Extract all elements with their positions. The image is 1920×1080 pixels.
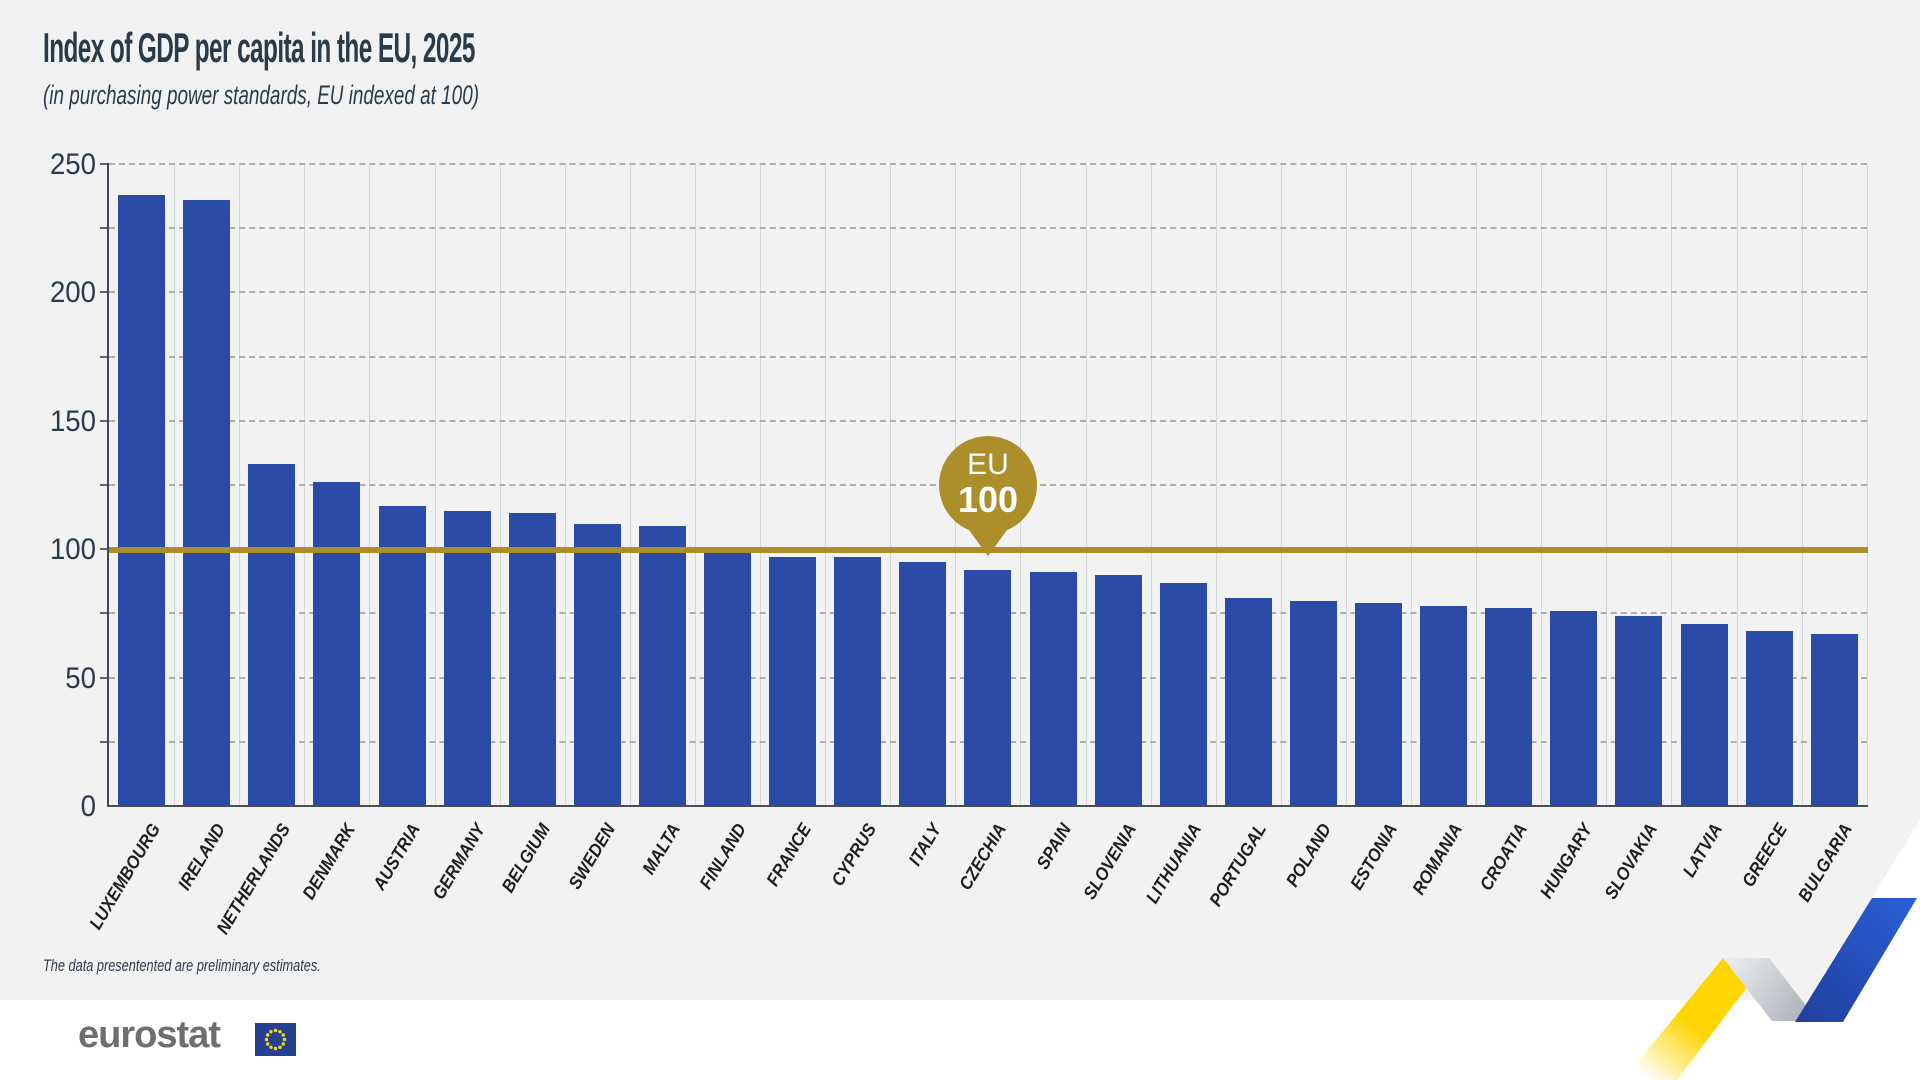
x-axis-baseline — [107, 805, 1868, 807]
ribbon-blue-segment — [1795, 898, 1917, 1022]
bar-poland — [1289, 600, 1337, 806]
horizontal-gridline — [109, 227, 1867, 230]
horizontal-gridline — [109, 355, 1867, 358]
bar-france — [769, 556, 817, 806]
y-axis-tick — [100, 291, 108, 294]
y-axis-label: 200 — [49, 276, 96, 310]
bar-czechia — [964, 569, 1012, 806]
eu-flag-star — [266, 1042, 270, 1046]
bar-romania — [1420, 605, 1468, 806]
eu-flag-star — [278, 1030, 282, 1034]
y-axis-label: 250 — [49, 147, 96, 181]
y-axis-tick — [100, 162, 108, 165]
eu-flag-star — [281, 1033, 285, 1037]
eu-flag-star — [273, 1046, 278, 1051]
y-axis-tick — [100, 548, 108, 551]
badge-eu-label: EU — [967, 448, 1009, 481]
y-axis-tick — [100, 740, 108, 743]
page-subtitle: (in purchasing power standards, EU index… — [43, 80, 480, 110]
bar-croatia — [1485, 608, 1533, 806]
bar-sweden — [573, 523, 621, 806]
y-axis-tick — [100, 612, 108, 615]
bar-cyprus — [834, 556, 882, 806]
y-axis-tick — [100, 483, 108, 486]
bar-germany — [443, 510, 491, 806]
y-axis-line — [107, 163, 109, 807]
bar-finland — [704, 546, 751, 806]
y-axis-tick — [100, 419, 108, 422]
eu-flag-star — [269, 1045, 273, 1049]
eu-flag-star — [273, 1028, 278, 1033]
eu-flag-star — [282, 1037, 287, 1042]
ribbon-yellow-segment — [1623, 958, 1769, 1080]
eu-flag-star — [281, 1042, 285, 1046]
ribbon-silver-segment — [1723, 958, 1818, 1021]
bar-denmark — [313, 482, 361, 806]
eu-flag-star — [278, 1045, 282, 1049]
bar-belgium — [508, 513, 556, 806]
bar-austria — [378, 505, 426, 806]
bar-italy — [899, 562, 947, 806]
y-axis-label: 0 — [80, 790, 96, 823]
eu-flag-icon — [255, 1023, 296, 1056]
badge-value-label: 100 — [957, 479, 1019, 520]
bar-bulgaria — [1810, 633, 1858, 806]
eurostat-logo-text: eurostat — [78, 1014, 221, 1056]
y-axis-tick — [100, 676, 108, 679]
y-axis-tick — [100, 355, 108, 358]
bar-greece — [1745, 631, 1793, 806]
y-axis-label: 100 — [49, 533, 96, 567]
bar-estonia — [1355, 603, 1402, 806]
vertical-gridline — [1866, 163, 1868, 806]
bar-hungary — [1550, 610, 1598, 806]
y-axis-tick — [100, 227, 108, 230]
badge-circle: EU 100 — [939, 436, 1037, 534]
horizontal-gridline — [109, 291, 1867, 294]
bar-lithuania — [1159, 582, 1207, 806]
y-axis-label: 150 — [49, 404, 96, 438]
bar-portugal — [1224, 598, 1272, 806]
horizontal-gridline — [109, 162, 1867, 165]
bar-spain — [1029, 572, 1077, 806]
bar-latvia — [1680, 623, 1728, 806]
page-title: Index of GDP per capita in the EU, 2025 — [43, 24, 475, 71]
bar-slovenia — [1094, 574, 1142, 806]
eu-flag-star — [266, 1033, 270, 1037]
eu-flag-star — [269, 1030, 273, 1034]
footnote: The data presentented are preliminary es… — [43, 956, 321, 975]
bar-malta — [638, 526, 686, 806]
bar-ireland — [183, 199, 231, 806]
bar-luxembourg — [118, 194, 166, 806]
bar-netherlands — [248, 464, 296, 806]
horizontal-gridline — [109, 419, 1867, 422]
eu-flag-star — [264, 1037, 269, 1042]
bar-slovakia — [1615, 615, 1663, 806]
y-axis-label: 50 — [65, 661, 96, 695]
